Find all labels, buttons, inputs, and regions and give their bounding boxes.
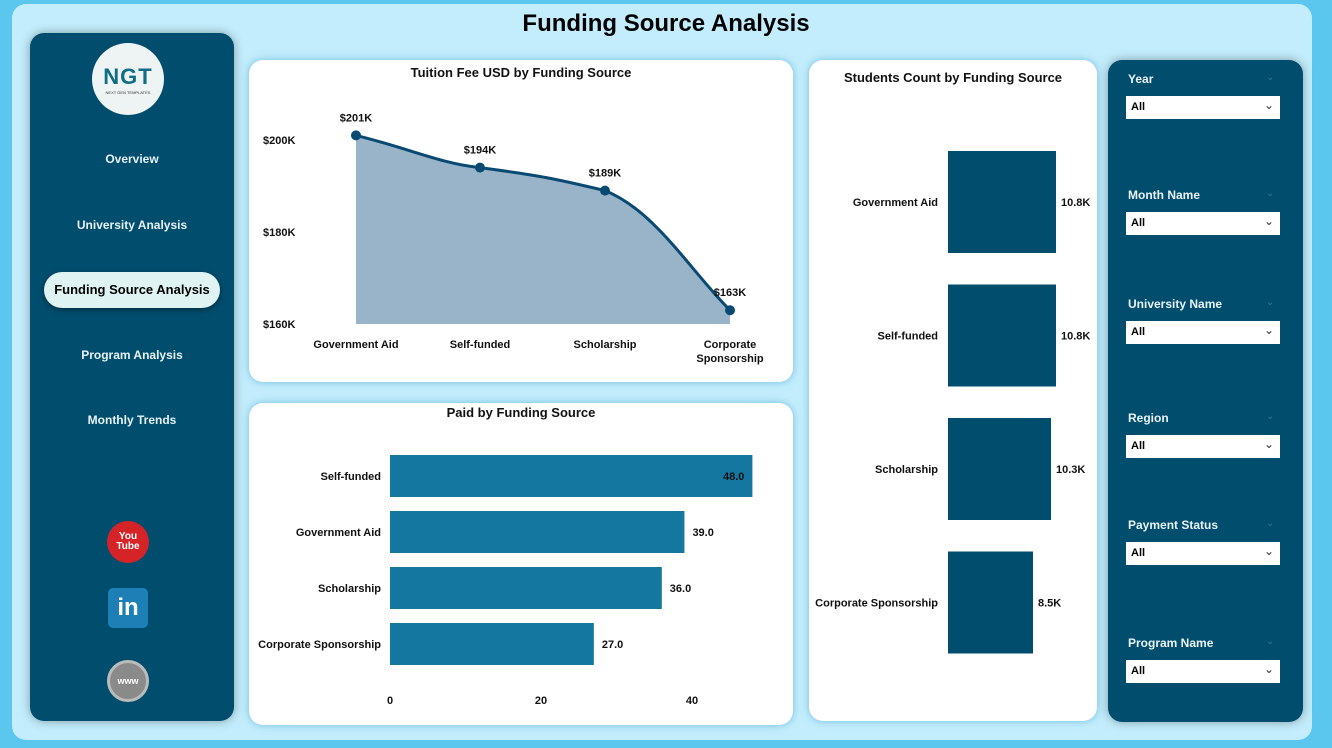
youtube-icon[interactable]: You Tube	[107, 521, 149, 563]
chevron-down-icon[interactable]: ⌄	[1266, 72, 1275, 83]
students-bar-chart: Government Aid 10.8K Self-funded 10.8K Schol…	[815, 151, 1090, 654]
y-tick-label: $200K	[263, 135, 295, 147]
x-tick-label: 20	[535, 695, 547, 707]
filter-dropdown[interactable]: All ⌄	[1126, 96, 1280, 119]
bar	[948, 151, 1056, 253]
chevron-down-icon[interactable]: ⌄	[1266, 518, 1275, 529]
category-label: Government Aid	[853, 197, 938, 209]
x-tick-label: Sponsorship	[696, 353, 764, 365]
filter-value: All	[1131, 217, 1146, 229]
data-label: $189K	[589, 168, 621, 180]
bar	[390, 567, 662, 609]
nav-program-analysis[interactable]: Program Analysis	[81, 348, 183, 362]
students-chart-card: Students Count by Funding Source Governm…	[809, 60, 1097, 721]
chart-title: Tuition Fee USD by Funding Source	[410, 65, 632, 80]
data-label: 10.3K	[1056, 464, 1085, 476]
chevron-down-icon: ⌄	[1263, 544, 1274, 558]
chevron-down-icon: ⌄	[1263, 662, 1274, 676]
category-label: Scholarship	[318, 583, 381, 595]
data-label: $201K	[340, 112, 372, 124]
chart-title: Students Count by Funding Source	[843, 70, 1063, 85]
chevron-down-icon[interactable]: ⌄	[1266, 188, 1275, 199]
bar	[390, 511, 685, 553]
series-line	[355, 133, 732, 312]
bar	[390, 623, 594, 665]
sidebar: NGT NEXT GEN TEMPLATES Overview Universit…	[30, 33, 234, 721]
filter-label: Month Name	[1128, 188, 1200, 202]
filter-dropdown[interactable]: All ⌄	[1126, 542, 1280, 565]
bar	[390, 455, 753, 497]
data-point	[600, 185, 610, 196]
area-fill	[356, 135, 730, 324]
x-tick-label: Self-funded	[450, 339, 511, 351]
y-tick-label: $180K	[263, 227, 295, 239]
data-label: 10.8K	[1061, 197, 1090, 209]
filter-dropdown[interactable]: All ⌄	[1126, 435, 1280, 458]
data-label: 36.0	[670, 583, 691, 595]
data-label: $163K	[714, 287, 746, 299]
x-tick-label: 40	[686, 695, 698, 707]
nav-university-analysis[interactable]: University Analysis	[76, 218, 188, 232]
category-label: Self-funded	[321, 471, 382, 483]
category-label: Corporate Sponsorship	[258, 639, 381, 651]
category-label: Corporate Sponsorship	[815, 598, 938, 610]
chevron-down-icon: ⌄	[1263, 437, 1274, 451]
filter-value: All	[1131, 326, 1146, 338]
y-tick-label: $160K	[263, 319, 295, 331]
filter-dropdown[interactable]: All ⌄	[1126, 212, 1280, 235]
filter-value: All	[1131, 665, 1146, 677]
tuition-chart-card: Tuition Fee USD by Funding Source $160K $…	[249, 60, 793, 382]
data-point	[475, 162, 485, 173]
chevron-down-icon[interactable]: ⌄	[1266, 297, 1275, 308]
x-tick-label: Corporate	[704, 339, 757, 351]
filter-dropdown[interactable]: All ⌄	[1126, 660, 1280, 683]
chevron-down-icon: ⌄	[1263, 323, 1274, 337]
filter-dropdown[interactable]: All ⌄	[1126, 321, 1280, 344]
bar	[948, 284, 1056, 387]
category-label: Government Aid	[296, 527, 381, 539]
paid-chart-card: Paid by Funding Source Self-funded 48.0 Go…	[249, 403, 793, 725]
filter-value: All	[1131, 101, 1146, 113]
filter-label: Payment Status	[1128, 518, 1219, 532]
chevron-down-icon: ⌄	[1263, 98, 1274, 112]
data-label: 8.5K	[1038, 598, 1061, 610]
nav-monthly-trends[interactable]: Monthly Trends	[87, 413, 177, 427]
page-title: Funding Source Analysis	[522, 10, 810, 37]
data-label: 48.0	[723, 471, 744, 483]
data-label: 39.0	[692, 527, 713, 539]
filter-panel: Year ⌄ All ⌄ Month Name ⌄ All ⌄ University Name ⌄…	[1108, 60, 1303, 722]
filter-label: University Name	[1128, 297, 1223, 311]
data-label: 10.8K	[1061, 331, 1090, 343]
chevron-down-icon[interactable]: ⌄	[1266, 636, 1275, 647]
filter-value: All	[1131, 440, 1146, 452]
chevron-down-icon: ⌄	[1263, 214, 1274, 228]
x-tick-label: 0	[387, 695, 393, 707]
website-icon[interactable]: www	[107, 660, 149, 702]
filter-label: Program Name	[1128, 636, 1214, 650]
bar	[948, 551, 1033, 654]
category-label: Scholarship	[875, 464, 938, 476]
linkedin-icon[interactable]: in	[108, 588, 148, 628]
data-point	[725, 305, 735, 316]
paid-bar-chart: Self-funded 48.0 Government Aid 39.0 Scholar…	[258, 455, 753, 707]
category-label: Self-funded	[878, 331, 939, 343]
x-tick-label: Government Aid	[313, 339, 398, 351]
data-label: 27.0	[602, 639, 623, 651]
data-label: $194K	[464, 145, 496, 157]
filter-label: Year	[1128, 72, 1154, 86]
chart-title: Paid by Funding Source	[446, 405, 596, 420]
filter-value: All	[1131, 547, 1146, 559]
chevron-down-icon[interactable]: ⌄	[1266, 411, 1275, 422]
nav-funding-source-analysis[interactable]: Funding Source Analysis	[44, 272, 220, 308]
filter-label: Region	[1128, 411, 1169, 425]
data-point	[351, 130, 361, 141]
x-tick-label: Scholarship	[574, 339, 637, 351]
tuition-area-chart: $160K $180K $200K $201K Government Aid $194K S…	[263, 112, 764, 365]
nav-overview[interactable]: Overview	[105, 152, 159, 166]
bar	[948, 418, 1051, 520]
ngt-logo: NGT NEXT GEN TEMPLATES	[92, 43, 164, 115]
